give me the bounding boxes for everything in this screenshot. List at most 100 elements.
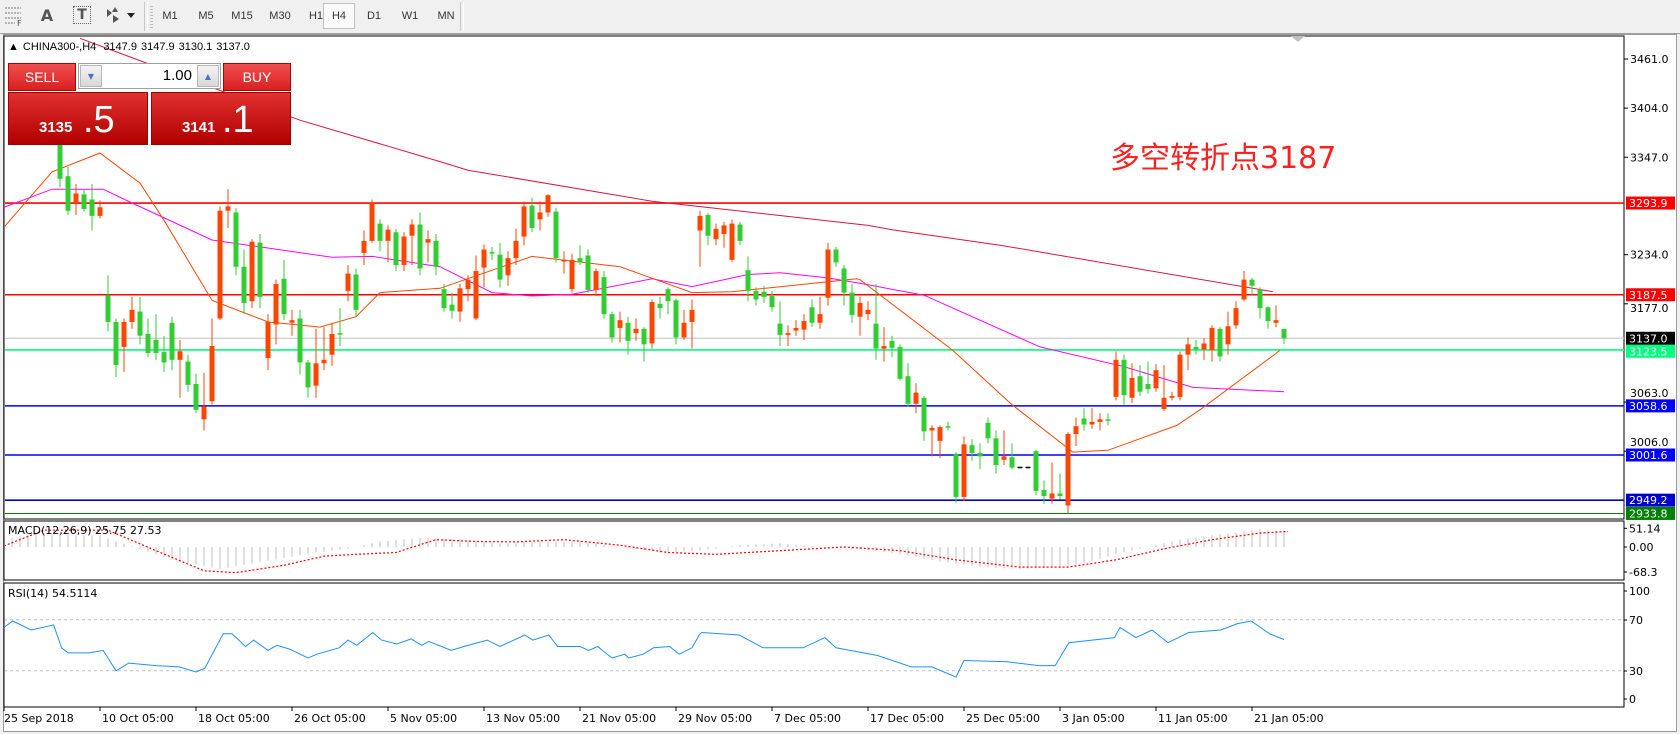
timeframe-m5-button[interactable]: M5 <box>198 10 214 22</box>
candle[interactable] <box>1113 351 1119 401</box>
candle[interactable] <box>697 210 703 267</box>
candle[interactable] <box>1041 480 1047 504</box>
candle[interactable] <box>449 292 455 319</box>
candle[interactable] <box>193 373 199 414</box>
candle[interactable] <box>1001 430 1007 466</box>
candle[interactable] <box>913 383 919 414</box>
candle[interactable] <box>273 279 279 345</box>
candle[interactable] <box>1009 443 1015 470</box>
candle[interactable] <box>977 443 983 470</box>
candle[interactable] <box>1049 462 1055 504</box>
candle[interactable] <box>1065 432 1071 514</box>
candle[interactable] <box>561 251 567 274</box>
timeframe-mn-button[interactable]: MN <box>437 10 455 22</box>
timeframe-h1-button[interactable]: H1 <box>308 10 324 22</box>
candle[interactable] <box>865 301 871 321</box>
candle[interactable] <box>673 298 679 345</box>
text-tool-button[interactable]: A <box>36 2 58 28</box>
timeframe-w1-button[interactable]: W1 <box>401 10 419 22</box>
candle[interactable] <box>897 344 903 381</box>
increase-lot-button[interactable]: ▲ <box>197 65 219 87</box>
candle[interactable] <box>961 436 967 502</box>
candle[interactable] <box>537 201 543 231</box>
candle[interactable] <box>1153 364 1159 392</box>
candle[interactable] <box>313 328 319 398</box>
text-label-tool-button[interactable]: T <box>70 2 94 28</box>
chart-text-annotation[interactable]: 多空转折点3187 <box>1110 141 1337 176</box>
candle[interactable] <box>569 253 575 293</box>
lot-size-input[interactable]: 1.00 <box>162 67 192 84</box>
lot-size-stepper[interactable]: ▼ 1.00 ▲ <box>78 63 221 89</box>
candle[interactable] <box>817 296 823 329</box>
candle[interactable] <box>577 245 583 266</box>
candle[interactable] <box>1033 449 1039 496</box>
fibonacci-tool-button[interactable]: F <box>2 2 26 28</box>
candle[interactable] <box>1185 337 1191 371</box>
candle[interactable] <box>105 275 111 332</box>
candle[interactable] <box>769 290 775 312</box>
candle[interactable] <box>953 452 959 503</box>
timeframe-h4-button[interactable]: H4 <box>323 3 355 29</box>
candle[interactable] <box>1217 327 1223 362</box>
candle[interactable] <box>969 439 975 461</box>
sell-button[interactable]: SELL <box>8 63 76 91</box>
candle[interactable] <box>825 242 831 306</box>
candle[interactable] <box>465 275 471 302</box>
timeframe-m30-button[interactable]: M30 <box>269 10 291 22</box>
candle[interactable] <box>1249 277 1255 295</box>
candle[interactable] <box>1225 311 1231 355</box>
sell-price-button[interactable]: 3135 .5 <box>8 92 148 145</box>
candle[interactable] <box>81 189 87 212</box>
candle[interactable] <box>521 201 527 246</box>
candle[interactable] <box>337 308 343 347</box>
candle[interactable] <box>1081 408 1087 431</box>
toolbar-grip[interactable] <box>150 6 153 28</box>
candle[interactable] <box>641 327 647 362</box>
candle[interactable] <box>1193 340 1199 355</box>
candle[interactable] <box>1137 365 1143 397</box>
candle[interactable] <box>1281 328 1287 345</box>
candle[interactable] <box>1025 466 1031 469</box>
candle[interactable] <box>385 225 391 263</box>
candle[interactable] <box>513 228 519 266</box>
candle[interactable] <box>929 425 935 457</box>
candle[interactable] <box>857 296 863 336</box>
candle[interactable] <box>1017 466 1023 469</box>
candle[interactable] <box>497 242 503 288</box>
candle[interactable] <box>1233 301 1239 329</box>
candle[interactable] <box>441 283 447 312</box>
candle[interactable] <box>369 199 375 243</box>
candle[interactable] <box>985 417 991 444</box>
candle[interactable] <box>833 246 839 267</box>
candle[interactable] <box>121 318 127 372</box>
candle[interactable] <box>161 335 167 372</box>
candle[interactable] <box>393 228 399 272</box>
candle[interactable] <box>257 233 263 309</box>
candle[interactable] <box>729 219 735 262</box>
candle[interactable] <box>665 287 671 315</box>
candle[interactable] <box>137 296 143 345</box>
candle[interactable] <box>1209 325 1215 362</box>
candle[interactable] <box>681 309 687 341</box>
candle[interactable] <box>297 309 303 375</box>
candle[interactable] <box>1129 363 1135 403</box>
candle[interactable] <box>73 183 79 216</box>
candle[interactable] <box>489 246 495 260</box>
candle[interactable] <box>881 327 887 362</box>
candle[interactable] <box>1273 305 1279 328</box>
candle[interactable] <box>329 322 335 366</box>
candle[interactable] <box>617 311 623 343</box>
candle[interactable] <box>481 244 487 288</box>
candle[interactable] <box>801 314 807 341</box>
candle[interactable] <box>345 265 351 302</box>
candle[interactable] <box>153 314 159 360</box>
candle[interactable] <box>433 233 439 276</box>
timeframe-d1-button[interactable]: D1 <box>366 10 382 22</box>
candle[interactable] <box>761 285 767 303</box>
candle[interactable] <box>321 327 327 371</box>
candle[interactable] <box>401 232 407 272</box>
candle[interactable] <box>97 200 103 219</box>
candle[interactable] <box>417 212 423 276</box>
candle[interactable] <box>1161 365 1167 411</box>
candle[interactable] <box>129 296 135 329</box>
